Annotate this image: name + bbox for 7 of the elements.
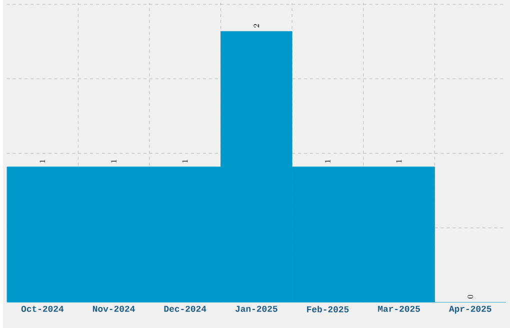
x-tick-label: Nov-2024 (92, 306, 135, 312)
x-tick-label: Apr-2025 (448, 306, 492, 314)
x-tick-label: Oct-2024 (21, 306, 64, 312)
x-tick-label: Feb-2025 (307, 306, 349, 312)
x-tick-label: Dec-2024 (164, 306, 206, 312)
x-tick-label: Mar-2025 (378, 306, 420, 312)
x-tick-label: Jan-2025 (235, 306, 278, 312)
